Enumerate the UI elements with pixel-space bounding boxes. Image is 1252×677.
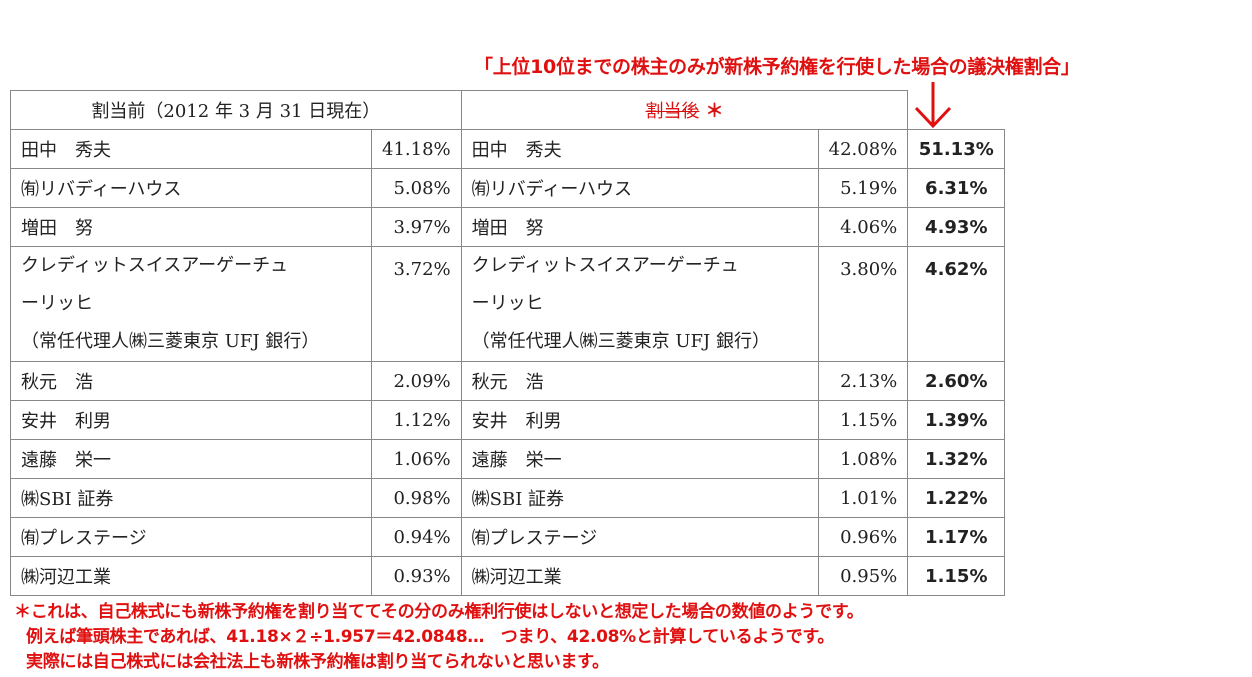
voting-ratio: 1.32% xyxy=(907,439,1006,479)
share-percent-after: 4.06% xyxy=(817,207,909,247)
voting-ratio: 1.17% xyxy=(907,517,1006,557)
header-after-label: 割当後 xyxy=(645,101,700,122)
asterisk-marker: ＊ xyxy=(705,101,724,122)
shareholder-name-before: ㈲プレステージ xyxy=(10,517,372,557)
table-row: 田中 秀夫 41.18% 田中 秀夫 42.08% 51.13% xyxy=(10,129,1006,169)
share-percent-after: 1.01% xyxy=(817,478,909,518)
shareholder-name-after: クレディットスイスアーゲーチュ ーリッヒ （常任代理人㈱三菱東京 UFJ 銀行） xyxy=(460,246,819,362)
table-row: 遠藤 栄一 1.06% 遠藤 栄一 1.08% 1.32% xyxy=(10,439,1006,479)
share-percent-after: 3.80% xyxy=(817,246,909,362)
share-percent-before: 5.08% xyxy=(371,168,462,208)
name-line: ㈱河辺工業 xyxy=(21,567,111,588)
shareholder-name-after: 遠藤 栄一 xyxy=(460,439,819,479)
name-line: ㈱河辺工業 xyxy=(471,567,562,588)
name-line: ㈱SBI 証券 xyxy=(471,489,565,510)
voting-ratio: 4.93% xyxy=(907,207,1006,247)
shareholder-name-after: ㈲プレステージ xyxy=(460,517,819,557)
table-header-row: 割当前（2012 年 3 月 31 日現在） 割当後＊ xyxy=(10,90,1005,130)
shareholder-name-after: ㈱河辺工業 xyxy=(460,556,819,596)
share-percent-before: 1.06% xyxy=(371,439,462,479)
name-line: 安井 利男 xyxy=(21,411,111,432)
table-row: クレディットスイスアーゲーチュ ーリッヒ （常任代理人㈱三菱東京 UFJ 銀行） 3.… xyxy=(10,246,1006,362)
name-line: 増田 努 xyxy=(471,218,544,239)
name-line: 遠藤 栄一 xyxy=(471,450,562,471)
voting-ratio: 1.22% xyxy=(907,478,1006,518)
voting-ratio: 51.13% xyxy=(907,129,1006,169)
table-row: ㈱SBI 証券 0.98% ㈱SBI 証券 1.01% 1.22% xyxy=(10,478,1006,518)
shareholder-name-after: 秋元 浩 xyxy=(460,361,819,401)
name-line: ーリッヒ xyxy=(21,293,93,314)
name-line: 安井 利男 xyxy=(471,411,562,432)
shareholder-name-before: ㈱河辺工業 xyxy=(10,556,372,596)
voting-ratio: 2.60% xyxy=(907,361,1006,401)
shareholder-name-before: クレディットスイスアーゲーチュ ーリッヒ （常任代理人㈱三菱東京 UFJ 銀行） xyxy=(10,246,372,362)
name-line: クレディットスイスアーゲーチュ xyxy=(21,255,289,276)
table-row: ㈲プレステージ 0.94% ㈲プレステージ 0.96% 1.17% xyxy=(10,517,1006,557)
name-line: ㈱SBI 証券 xyxy=(21,489,114,510)
share-percent-before: 0.98% xyxy=(371,478,462,518)
name-line: ㈲プレステージ xyxy=(471,528,598,549)
header-before-allocation: 割当前（2012 年 3 月 31 日現在） xyxy=(10,90,462,130)
footnote-line-2: 例えば筆頭株主であれば、41.18×２÷1.957＝42.0848… つまり、4… xyxy=(26,627,835,647)
name-line: ㈲リバディーハウス xyxy=(471,179,633,200)
share-percent-after: 42.08% xyxy=(817,129,909,169)
table-row: ㈱河辺工業 0.93% ㈱河辺工業 0.95% 1.15% xyxy=(10,556,1006,596)
shareholder-name-after: ㈲リバディーハウス xyxy=(460,168,819,208)
name-line: 田中 秀夫 xyxy=(21,140,111,161)
table-row: 秋元 浩 2.09% 秋元 浩 2.13% 2.60% xyxy=(10,361,1006,401)
share-percent-before: 3.97% xyxy=(371,207,462,247)
footnote-line-3: 実際には自己株式には会社法上も新株予約権は割り当てられないと思います。 xyxy=(26,652,609,672)
shareholder-name-after: ㈱SBI 証券 xyxy=(460,478,819,518)
table-row: 増田 努 3.97% 増田 努 4.06% 4.93% xyxy=(10,207,1006,247)
name-line: ㈲プレステージ xyxy=(21,528,147,549)
name-line: 秋元 浩 xyxy=(21,372,93,393)
shareholder-name-before: ㈱SBI 証券 xyxy=(10,478,372,518)
shareholder-name-before: 遠藤 栄一 xyxy=(10,439,372,479)
name-line: クレディットスイスアーゲーチュ xyxy=(471,255,739,276)
shareholder-name-after: 安井 利男 xyxy=(460,400,819,440)
share-percent-before: 41.18% xyxy=(371,129,462,169)
name-line: （常任代理人㈱三菱東京 UFJ 銀行） xyxy=(471,331,770,352)
share-percent-before: 1.12% xyxy=(371,400,462,440)
share-percent-before: 3.72% xyxy=(371,246,462,362)
name-line: ーリッヒ xyxy=(471,293,544,314)
share-percent-before: 0.93% xyxy=(371,556,462,596)
share-percent-before: 0.94% xyxy=(371,517,462,557)
voting-ratio: 1.15% xyxy=(907,556,1006,596)
share-percent-after: 1.15% xyxy=(817,400,909,440)
name-line: （常任代理人㈱三菱東京 UFJ 銀行） xyxy=(21,331,320,352)
header-after-allocation: 割当後＊ xyxy=(460,90,909,130)
shareholder-name-before: 田中 秀夫 xyxy=(10,129,372,169)
shareholder-name-after: 増田 努 xyxy=(460,207,819,247)
share-percent-after: 1.08% xyxy=(817,439,909,479)
share-percent-after: 5.19% xyxy=(817,168,909,208)
share-percent-after: 2.13% xyxy=(817,361,909,401)
name-line: 田中 秀夫 xyxy=(471,140,562,161)
table-row: ㈲リバディーハウス 5.08% ㈲リバディーハウス 5.19% 6.31% xyxy=(10,168,1006,208)
share-percent-before: 2.09% xyxy=(371,361,462,401)
footnote-line-1: ＊これは、自己株式にも新株予約権を割り当ててその分のみ権利行使はしないと想定した… xyxy=(14,602,864,622)
header-blank-cell xyxy=(907,90,1005,130)
name-line: 遠藤 栄一 xyxy=(21,450,111,471)
voting-ratio: 4.62% xyxy=(907,246,1006,362)
share-percent-after: 0.96% xyxy=(817,517,909,557)
shareholder-name-before: 増田 努 xyxy=(10,207,372,247)
shareholder-name-before: ㈲リバディーハウス xyxy=(10,168,372,208)
footnote: ＊これは、自己株式にも新株予約権を割り当ててその分のみ権利行使はしないと想定した… xyxy=(14,600,1244,675)
shareholder-table: 割当前（2012 年 3 月 31 日現在） 割当後＊ 田中 秀夫 41.18% 田… xyxy=(10,90,1006,596)
name-line: 秋元 浩 xyxy=(471,372,544,393)
voting-ratio: 6.31% xyxy=(907,168,1006,208)
shareholder-name-before: 安井 利男 xyxy=(10,400,372,440)
share-percent-after: 0.95% xyxy=(817,556,909,596)
name-line: 増田 努 xyxy=(21,218,93,239)
voting-ratio: 1.39% xyxy=(907,400,1006,440)
voting-ratio-caption: 「上位10位までの株主のみが新株予約権を行使した場合の議決権割合」 xyxy=(474,56,1080,78)
shareholder-name-after: 田中 秀夫 xyxy=(460,129,819,169)
table-row: 安井 利男 1.12% 安井 利男 1.15% 1.39% xyxy=(10,400,1006,440)
name-line: ㈲リバディーハウス xyxy=(21,179,182,200)
shareholder-name-before: 秋元 浩 xyxy=(10,361,372,401)
